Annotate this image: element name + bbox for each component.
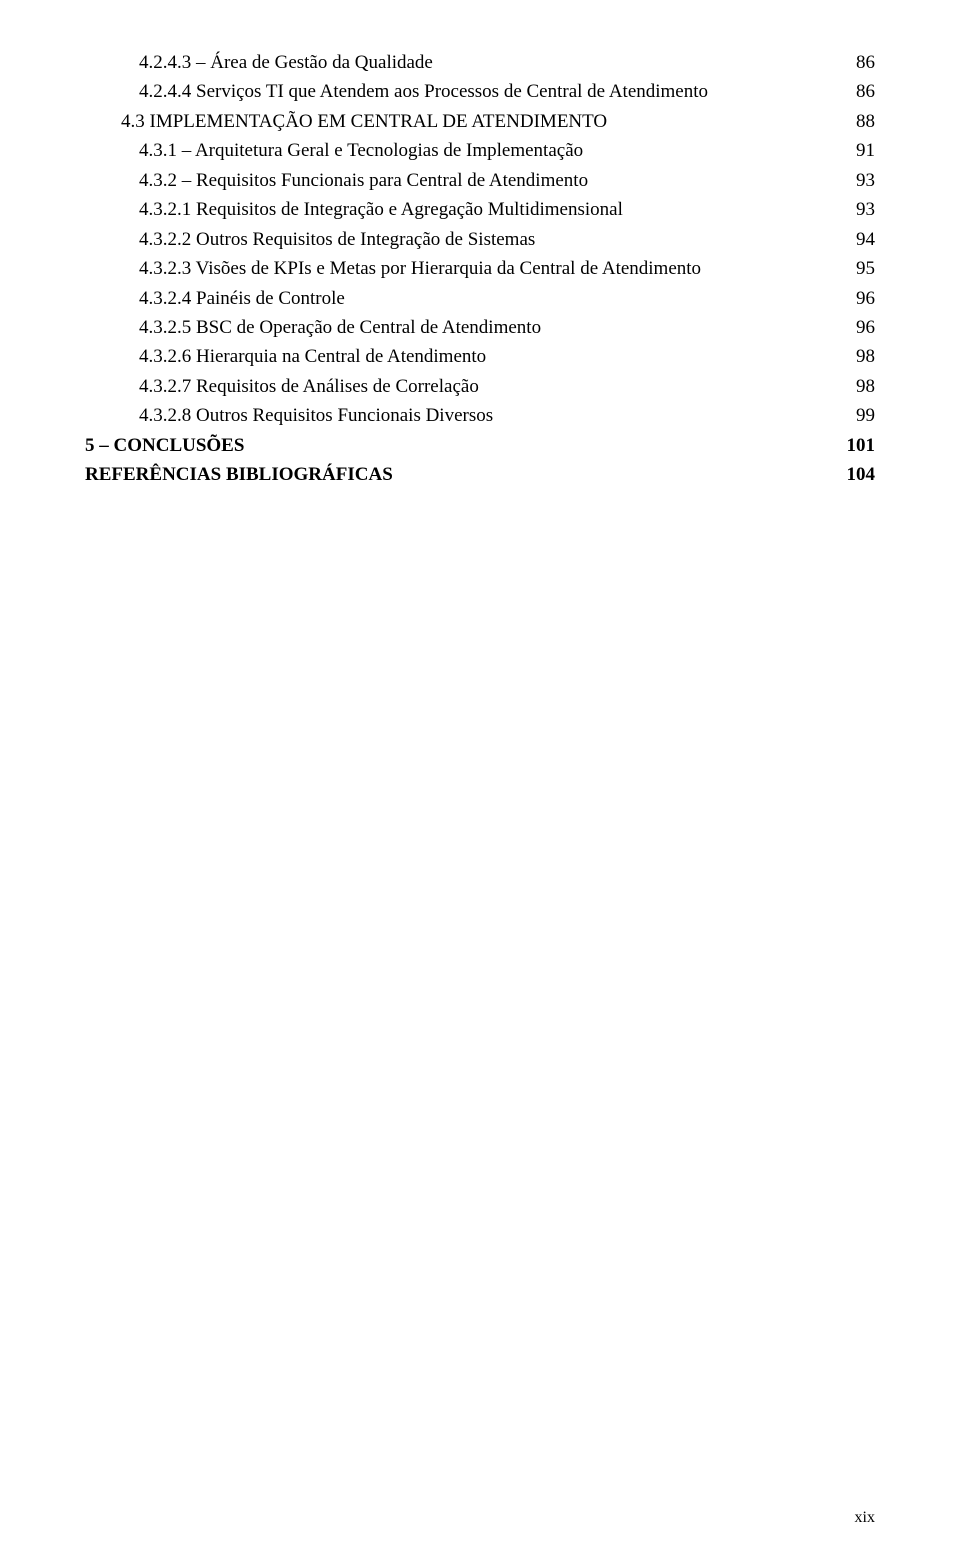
toc-page: 101	[847, 431, 876, 460]
toc-page: 98	[856, 372, 875, 401]
toc-entry: 4.3.2.8 Outros Requisitos Funcionais Div…	[85, 401, 875, 430]
toc-label: 4.3.2.3 Visões de KPIs e Metas por Hiera…	[139, 254, 701, 283]
table-of-contents: 4.2.4.3 – Área de Gestão da Qualidade 86…	[85, 48, 875, 490]
toc-label: 4.3.2.1 Requisitos de Integração e Agreg…	[139, 195, 623, 224]
toc-entry: 4.2.4.4 Serviços TI que Atendem aos Proc…	[85, 77, 875, 106]
toc-label: 4.3.2.5 BSC de Operação de Central de At…	[139, 313, 541, 342]
toc-page: 95	[856, 254, 875, 283]
toc-page: 96	[856, 284, 875, 313]
toc-label: 4.3.2.7 Requisitos de Análises de Correl…	[139, 372, 479, 401]
toc-label: 4.3.2 – Requisitos Funcionais para Centr…	[139, 166, 588, 195]
toc-label: 4.3.1 – Arquitetura Geral e Tecnologias …	[139, 136, 583, 165]
toc-page: 94	[856, 225, 875, 254]
toc-label: 4.3.2.4 Painéis de Controle	[139, 284, 345, 313]
page-footer-number: xix	[855, 1509, 875, 1527]
toc-label: 4.2.4.4 Serviços TI que Atendem aos Proc…	[139, 77, 708, 106]
toc-label: 4.3 IMPLEMENTAÇÃO EM CENTRAL DE ATENDIME…	[121, 107, 607, 136]
toc-entry: 4.3.2.1 Requisitos de Integração e Agreg…	[85, 195, 875, 224]
toc-entry: 5 – CONCLUSÕES 101	[85, 431, 875, 460]
toc-entry: 4.2.4.3 – Área de Gestão da Qualidade 86	[85, 48, 875, 77]
toc-page: 98	[856, 342, 875, 371]
toc-label: 4.3.2.8 Outros Requisitos Funcionais Div…	[139, 401, 493, 430]
toc-entry: 4.3.2.6 Hierarquia na Central de Atendim…	[85, 342, 875, 371]
toc-label: 4.3.2.2 Outros Requisitos de Integração …	[139, 225, 535, 254]
toc-entry: 4.3 IMPLEMENTAÇÃO EM CENTRAL DE ATENDIME…	[85, 107, 875, 136]
toc-label: REFERÊNCIAS BIBLIOGRÁFICAS	[85, 460, 393, 489]
toc-entry: 4.3.1 – Arquitetura Geral e Tecnologias …	[85, 136, 875, 165]
toc-page: 99	[856, 401, 875, 430]
toc-entry: 4.3.2.3 Visões de KPIs e Metas por Hiera…	[85, 254, 875, 283]
toc-page: 104	[847, 460, 876, 489]
toc-label: 5 – CONCLUSÕES	[85, 431, 244, 460]
toc-label: 4.3.2.6 Hierarquia na Central de Atendim…	[139, 342, 486, 371]
toc-label: 4.2.4.3 – Área de Gestão da Qualidade	[139, 48, 433, 77]
toc-entry: 4.3.2.7 Requisitos de Análises de Correl…	[85, 372, 875, 401]
toc-page: 93	[856, 195, 875, 224]
toc-entry: 4.3.2.2 Outros Requisitos de Integração …	[85, 225, 875, 254]
toc-page: 93	[856, 166, 875, 195]
toc-page: 96	[856, 313, 875, 342]
toc-entry: 4.3.2 – Requisitos Funcionais para Centr…	[85, 166, 875, 195]
toc-entry: 4.3.2.4 Painéis de Controle 96	[85, 284, 875, 313]
toc-page: 91	[856, 136, 875, 165]
toc-entry: REFERÊNCIAS BIBLIOGRÁFICAS 104	[85, 460, 875, 489]
toc-entry: 4.3.2.5 BSC de Operação de Central de At…	[85, 313, 875, 342]
toc-page: 86	[856, 77, 875, 106]
toc-page: 88	[856, 107, 875, 136]
toc-page: 86	[856, 48, 875, 77]
